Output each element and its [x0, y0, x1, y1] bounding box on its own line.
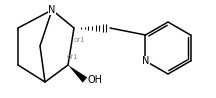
Polygon shape	[68, 65, 87, 83]
Text: or1: or1	[67, 54, 79, 60]
Text: or1: or1	[74, 37, 86, 43]
Text: N: N	[48, 5, 56, 15]
Text: OH: OH	[88, 75, 103, 85]
Text: N: N	[142, 56, 149, 66]
